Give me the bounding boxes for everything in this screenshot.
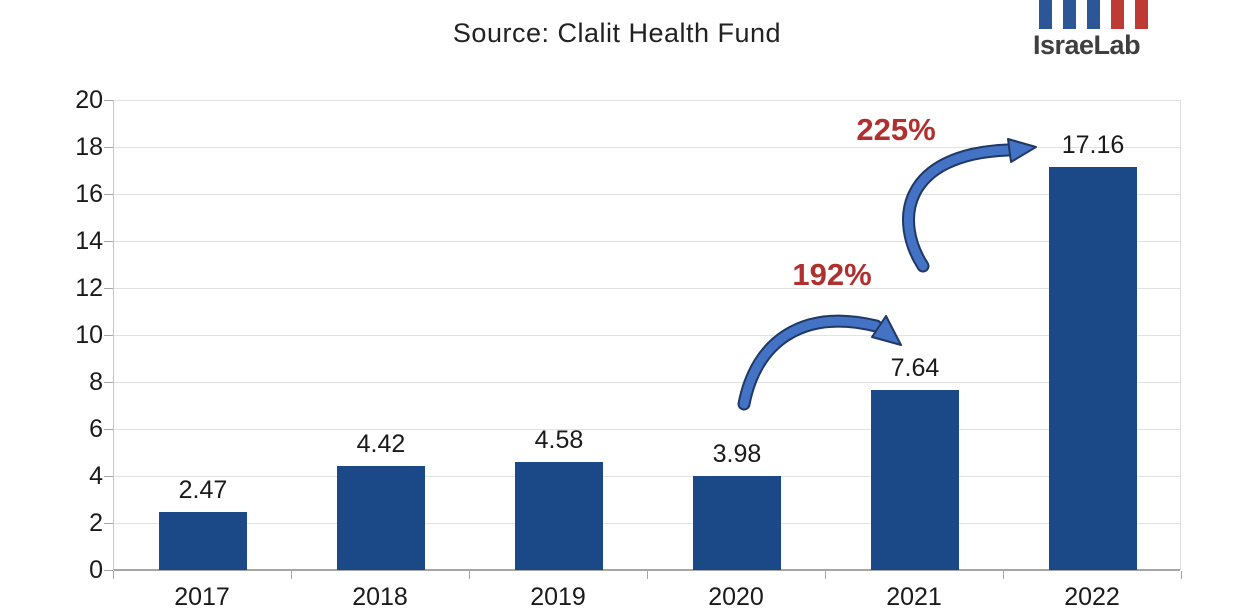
bar-value-label-2019: 4.58 xyxy=(534,426,584,455)
y-axis-label-18: 18 xyxy=(75,133,103,161)
y-tick-8 xyxy=(104,382,113,383)
gridline-20 xyxy=(114,100,1180,101)
gridline-14 xyxy=(114,241,1180,242)
x-tick-6 xyxy=(1181,571,1182,579)
x-axis-label-2022: 2022 xyxy=(1064,583,1120,611)
chart-subtitle: Source: Clalit Health Fund xyxy=(452,18,782,48)
y-tick-14 xyxy=(104,241,113,242)
gridline-16 xyxy=(114,194,1180,195)
y-axis-label-10: 10 xyxy=(75,321,103,349)
x-axis-label-2020: 2020 xyxy=(708,583,764,611)
y-axis-label-16: 16 xyxy=(75,180,103,208)
gridline-2 xyxy=(114,523,1180,524)
y-axis-label-2: 2 xyxy=(89,509,103,537)
bar-value-label-2022: 17.16 xyxy=(1061,130,1125,159)
growth-annotation-225: 225% xyxy=(856,112,936,147)
bar-2019 xyxy=(515,462,603,570)
bar-2020 xyxy=(693,476,781,570)
y-axis-label-0: 0 xyxy=(89,556,103,584)
logo-bar-2 xyxy=(1063,0,1076,29)
y-axis-label-20: 20 xyxy=(75,86,103,114)
x-tick-4 xyxy=(825,571,826,579)
x-tick-0 xyxy=(113,571,114,579)
gridline-4 xyxy=(114,476,1180,477)
logo-bar-1 xyxy=(1039,0,1052,29)
israelab-logo-text: IsraeLab xyxy=(1033,30,1141,60)
bar-value-label-2020: 3.98 xyxy=(712,440,762,469)
y-tick-2 xyxy=(104,523,113,524)
israelab-logo: IsraeLab xyxy=(1033,0,1158,61)
y-tick-6 xyxy=(104,429,113,430)
y-tick-4 xyxy=(104,476,113,477)
gridline-10 xyxy=(114,335,1180,336)
y-tick-16 xyxy=(104,194,113,195)
bar-value-label-2018: 4.42 xyxy=(356,430,406,459)
bar-2022 xyxy=(1049,166,1137,570)
y-axis-label-12: 12 xyxy=(75,274,103,302)
y-tick-0 xyxy=(104,570,113,571)
y-axis-label-8: 8 xyxy=(89,368,103,396)
y-tick-20 xyxy=(104,100,113,101)
x-axis-label-2018: 2018 xyxy=(352,583,408,611)
bar-2017 xyxy=(159,511,247,570)
x-axis-label-2021: 2021 xyxy=(886,583,942,611)
israelab-logo-bars-icon xyxy=(1033,0,1158,29)
growth-annotation-192: 192% xyxy=(792,257,872,292)
logo-bar-5 xyxy=(1135,0,1148,29)
gridline-8 xyxy=(114,382,1180,383)
x-tick-5 xyxy=(1003,571,1004,579)
x-axis-label-2017: 2017 xyxy=(174,583,230,611)
y-axis-label-14: 14 xyxy=(75,227,103,255)
y-axis-label-6: 6 xyxy=(89,415,103,443)
y-axis-label-4: 4 xyxy=(89,462,103,490)
bar-value-label-2021: 7.64 xyxy=(890,354,940,383)
gridline-18 xyxy=(114,147,1180,148)
logo-bar-4 xyxy=(1111,0,1124,29)
logo-bar-3 xyxy=(1087,0,1100,29)
bar-2018 xyxy=(337,466,425,570)
y-tick-10 xyxy=(104,335,113,336)
gridline-6 xyxy=(114,429,1180,430)
x-tick-2 xyxy=(469,571,470,579)
y-tick-18 xyxy=(104,147,113,148)
bar-value-label-2017: 2.47 xyxy=(178,475,228,504)
x-axis-label-2019: 2019 xyxy=(530,583,586,611)
gridline-0 xyxy=(114,569,1180,571)
x-tick-3 xyxy=(647,571,648,579)
x-tick-1 xyxy=(291,571,292,579)
plot-area: 2.47 4.42 4.58 3.98 7.64 17.16 xyxy=(113,100,1181,571)
bar-2021 xyxy=(871,390,959,570)
gridline-12 xyxy=(114,288,1180,289)
y-tick-12 xyxy=(104,288,113,289)
